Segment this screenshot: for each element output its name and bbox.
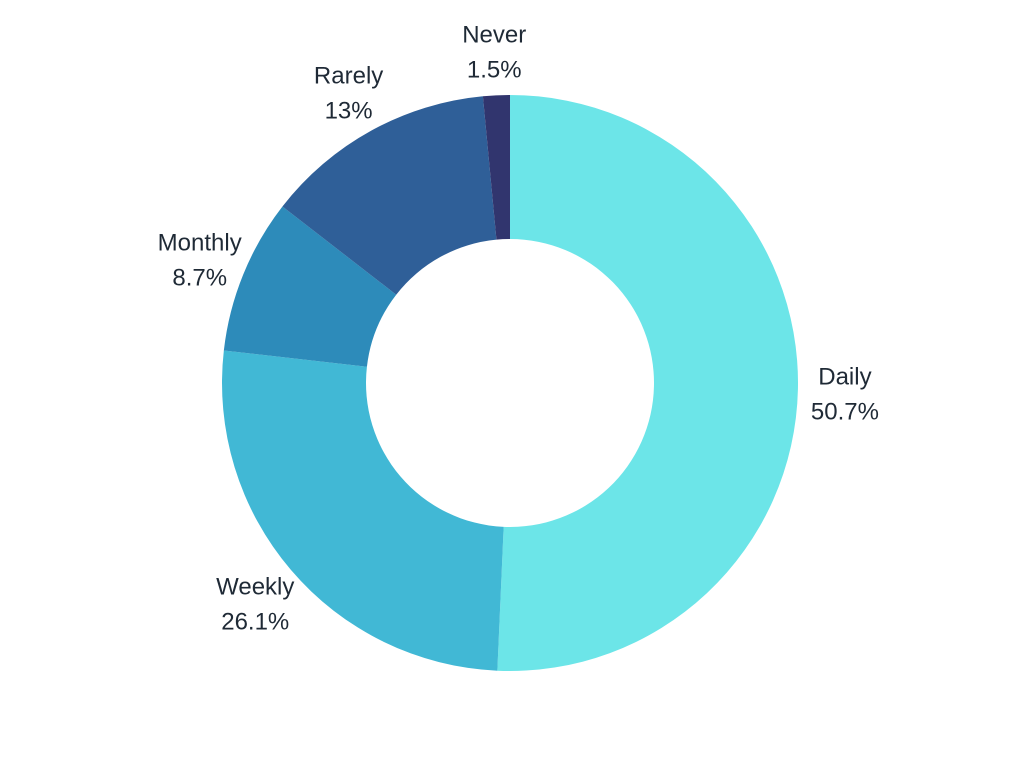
slice-category-label: Rarely (314, 62, 383, 89)
slice-percent-label: 50.7% (811, 398, 879, 425)
slice-category-label: Monthly (158, 230, 242, 257)
slice-category-label: Weekly (216, 574, 294, 601)
slice-percent-label: 13% (325, 97, 373, 124)
slice-label-never: Never 1.5% (462, 21, 526, 83)
slice-label-daily: Daily 50.7% (811, 363, 879, 425)
slice-percent-label: 8.7% (172, 265, 227, 292)
slice-label-monthly: Monthly 8.7% (158, 230, 242, 292)
slice-rarely (282, 96, 497, 295)
labels-layer: Daily 50.7% Weekly 26.1% Monthly 8.7% Rarely 13… (158, 21, 879, 635)
slice-daily (497, 95, 798, 672)
slice-label-weekly: Weekly 26.1% (216, 574, 294, 636)
slice-label-rarely: Rarely 13% (314, 62, 383, 124)
slice-category-label: Daily (818, 363, 871, 390)
slice-category-label: Never (462, 21, 526, 48)
slice-percent-label: 1.5% (467, 56, 522, 83)
slice-monthly (223, 206, 397, 367)
slices-layer (222, 95, 798, 672)
slice-never (482, 95, 510, 240)
slice-percent-label: 26.1% (221, 609, 289, 636)
slice-weekly (222, 350, 504, 671)
